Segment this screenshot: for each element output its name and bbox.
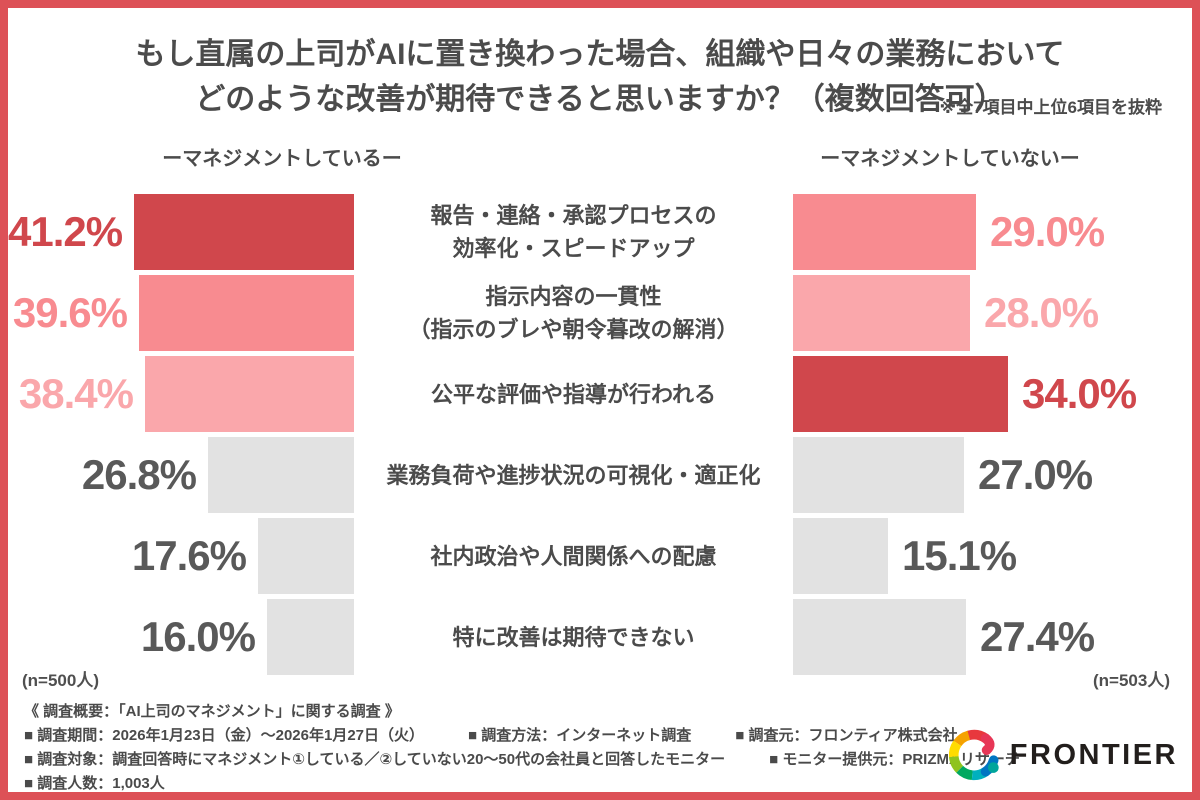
chart-row-2: 39.6% 指示内容の一貫性 （指示のブレや朝令暮改の解消） 28.0%: [8, 275, 1192, 351]
category-label: 報告・連絡・承認プロセスの 効率化・スピードアップ: [354, 194, 793, 270]
category-line: 公平な評価や指導が行われる: [431, 381, 716, 407]
right-bar-cell: 34.0%: [793, 356, 1192, 432]
left-bar: [267, 599, 354, 675]
category-label: 特に改善は期待できない: [354, 599, 793, 675]
footer-item: ■ 調査方法：インターネット調査: [468, 727, 692, 744]
group-headers: ーマネジメントしているー ーマネジメントしていないー: [8, 142, 1192, 170]
left-bar-cell: 17.6%: [8, 518, 354, 594]
right-bar: [793, 356, 1008, 432]
category-line: 業務負荷や進捗状況の可視化・適正化: [386, 462, 761, 488]
category-line: 特に改善は期待できない: [452, 624, 695, 650]
left-bar-cell: 16.0%: [8, 599, 354, 675]
footer-line-3: ■ 調査人数：1,003人: [24, 772, 1020, 792]
category-label: 公平な評価や指導が行われる: [354, 356, 793, 432]
sample-size-left: (n=500人): [22, 671, 99, 690]
chart-row-5: 17.6% 社内政治や人間関係への配慮 15.1%: [8, 518, 1192, 594]
category-label: 指示内容の一貫性 （指示のブレや朝令暮改の解消）: [354, 275, 793, 351]
frontier-logo-icon: [948, 729, 999, 781]
left-value-label: 38.4%: [18, 370, 134, 417]
footer-line-1: ■ 調査期間：2026年1月23日（金）～2026年1月27日（火） ■ 調査方…: [24, 724, 1020, 748]
right-value-label: 15.1%: [902, 532, 1017, 579]
right-value-label: 34.0%: [1022, 370, 1137, 417]
left-bar-cell: 41.2%: [8, 194, 354, 270]
survey-title: もし直属の上司がAIに置き換わった場合、組織や日々の業務において どのような改善…: [8, 32, 1192, 122]
right-bar: [793, 275, 970, 351]
chart-row-1: 41.2% 報告・連絡・承認プロセスの 効率化・スピードアップ 29.0%: [8, 194, 1192, 270]
right-value-label: 28.0%: [984, 289, 1099, 336]
footer-item: ■ 調査期間：2026年1月23日（金）～2026年1月27日（火）: [24, 727, 425, 744]
footer-heading: 《 調査概要：「AI上司のマネジメント」に関する調査 》: [24, 703, 400, 720]
left-value-label: 41.2%: [8, 208, 123, 255]
left-value-label: 16.0%: [140, 613, 256, 660]
chart-row-4: 26.8% 業務負荷や進捗状況の可視化・適正化 27.0%: [8, 437, 1192, 513]
left-value-label: 17.6%: [131, 532, 247, 579]
chart-row-6: 16.0% 特に改善は期待できない 27.4%: [8, 599, 1192, 675]
left-bar-cell: 38.4%: [8, 356, 354, 432]
footer-item: ■ 調査元：フロンティア株式会社: [735, 727, 958, 744]
left-bar-cell: 26.8%: [8, 437, 354, 513]
bar-chart: 41.2% 報告・連絡・承認プロセスの 効率化・スピードアップ 29.0% 39…: [8, 194, 1192, 675]
title-line-1: もし直属の上司がAIに置き換わった場合、組織や日々の業務において: [135, 38, 1065, 71]
right-bar: [793, 518, 888, 594]
title-line-2: どのような改善が期待できると思いますか？（複数回答可）: [195, 83, 1005, 116]
footer-item: ■ 調査人数：1,003人: [24, 775, 165, 792]
left-bar: [145, 356, 354, 432]
left-bar: [139, 275, 354, 351]
right-bar-cell: 15.1%: [793, 518, 1192, 594]
right-bar-cell: 27.4%: [793, 599, 1192, 675]
category-line: （指示のブレや朝令暮改の解消）: [408, 317, 739, 342]
frontier-wordmark: FRONTIER: [1009, 738, 1178, 771]
footer-item: ■ 調査対象：調査回答時にマネジメント①している／②していない20～50代の会社…: [24, 751, 726, 768]
left-bar-cell: 39.6%: [8, 275, 354, 351]
category-line: 報告・連絡・承認プロセスの: [430, 203, 717, 228]
category-label: 業務負荷や進捗状況の可視化・適正化: [354, 437, 793, 513]
category-line: 指示内容の一貫性: [485, 284, 662, 309]
right-value-label: 27.4%: [980, 613, 1095, 660]
group-header-managing: ーマネジメントしているー: [162, 148, 402, 170]
right-value-label: 27.0%: [978, 451, 1093, 498]
category-label: 社内政治や人間関係への配慮: [354, 518, 793, 594]
right-bar: [793, 194, 976, 270]
right-bar-cell: 27.0%: [793, 437, 1192, 513]
left-value-label: 39.6%: [12, 289, 128, 336]
right-value-label: 29.0%: [990, 208, 1105, 255]
category-line: 効率化・スピードアップ: [452, 236, 695, 261]
right-bar: [793, 599, 966, 675]
right-bar-cell: 29.0%: [793, 194, 1192, 270]
left-value-label: 26.8%: [81, 451, 197, 498]
footer-line-2: ■ 調査対象：調査回答時にマネジメント①している／②していない20～50代の会社…: [24, 748, 1020, 772]
frontier-logo: FRONTIER: [945, 726, 1178, 784]
category-line: 社内政治や人間関係への配慮: [430, 543, 717, 569]
left-bar: [134, 194, 354, 270]
left-bar: [258, 518, 354, 594]
right-bar: [793, 437, 964, 513]
title-note: ※全7項目中上位6項目を抜粋: [939, 97, 1162, 117]
right-bar-cell: 28.0%: [793, 275, 1192, 351]
sample-size-right: (n=503人): [1093, 671, 1170, 690]
group-header-not-managing: ーマネジメントしていないー: [820, 148, 1080, 170]
survey-overview-footer: 《 調査概要：「AI上司のマネジメント」に関する調査 》 ■ 調査期間：2026…: [24, 700, 1020, 792]
chart-row-3: 38.4% 公平な評価や指導が行われる 34.0%: [8, 356, 1192, 432]
left-bar: [208, 437, 354, 513]
